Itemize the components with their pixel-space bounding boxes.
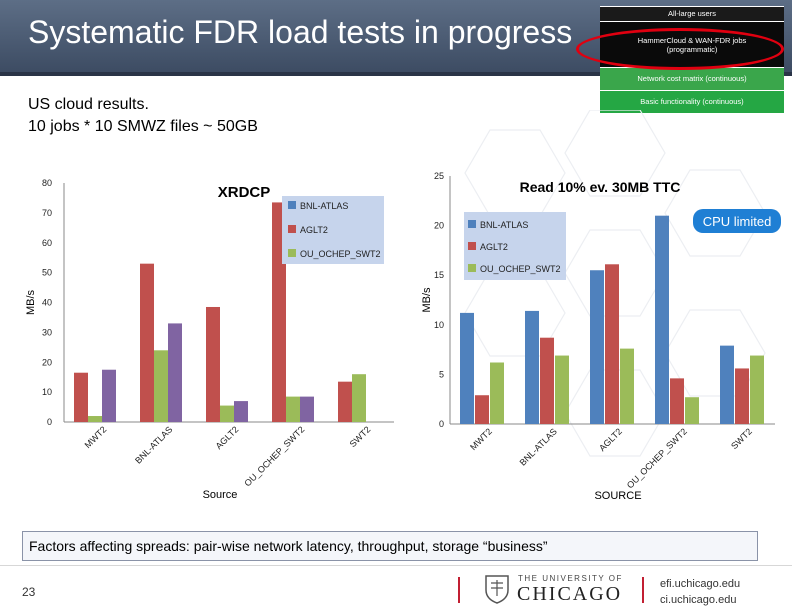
legend-swatch bbox=[468, 242, 476, 250]
factors-text: Factors affecting spreads: pair-wise net… bbox=[29, 538, 548, 554]
footer-urls: efi.uchicago.edu ci.uchicago.edu bbox=[660, 576, 740, 608]
bar-bnl-atlas-s2 bbox=[555, 355, 569, 424]
bar-aglt2-s3 bbox=[234, 401, 248, 422]
bar-mwt2-s2 bbox=[490, 362, 504, 424]
bar-aglt2-s1 bbox=[206, 306, 220, 422]
bar-aglt2-s1 bbox=[605, 264, 619, 424]
chart-read-ttc: 0 5 10 15 20 25 MB/s Read 10% ev. 30MB TTC MWT2 B… bbox=[421, 171, 781, 502]
y-tick-label: 5 bbox=[439, 369, 444, 379]
bar-swt2-s2 bbox=[750, 355, 764, 424]
y-tick-label: 40 bbox=[42, 298, 52, 308]
x-tick-label: MWT2 bbox=[468, 426, 494, 452]
y-tick-label: 25 bbox=[434, 171, 444, 181]
bar-mwt2-s2 bbox=[88, 416, 102, 422]
y-tick-label: 0 bbox=[439, 419, 444, 429]
legend-swatch bbox=[468, 220, 476, 228]
factors-text-box: Factors affecting spreads: pair-wise net… bbox=[22, 531, 758, 561]
legend-swatch bbox=[288, 225, 296, 233]
x-tick-label: AGLT2 bbox=[597, 426, 624, 453]
legend-swatch bbox=[468, 264, 476, 272]
university-crest-icon bbox=[485, 575, 509, 604]
x-tick-label: AGLT2 bbox=[214, 424, 241, 451]
legend-swatch bbox=[288, 201, 296, 209]
footer-divider-right bbox=[642, 577, 644, 603]
y-tick-label: 0 bbox=[47, 417, 52, 427]
bar-aglt2-s2 bbox=[220, 405, 234, 422]
y-tick-label: 80 bbox=[42, 178, 52, 188]
legend-label: AGLT2 bbox=[300, 225, 328, 235]
bar-aglt2-s0 bbox=[590, 270, 604, 424]
y-tick-label: 30 bbox=[42, 327, 52, 337]
pyramid-network-label: Network cost matrix (continuous) bbox=[600, 67, 784, 90]
bar-ou_ochep_swt2-s0 bbox=[655, 215, 669, 424]
footer-divider-left bbox=[458, 577, 460, 603]
subtitle-line-2: 10 jobs * 10 SMWZ files ~ 50GB bbox=[28, 118, 258, 135]
footer-url-ci: ci.uchicago.edu bbox=[660, 594, 737, 606]
university-name-line-1: THE UNIVERSITY OF bbox=[518, 574, 623, 583]
y-tick-label: 15 bbox=[434, 270, 444, 280]
bar-aglt2-s2 bbox=[620, 348, 634, 424]
subtitle: US cloud results. 10 jobs * 10 SMWZ file… bbox=[28, 94, 258, 138]
bar-bnl-atlas-s1 bbox=[540, 337, 554, 424]
bar-mwt2-s3 bbox=[102, 369, 116, 422]
cpu-limited-callout bbox=[693, 209, 781, 233]
highlight-ellipse bbox=[576, 28, 784, 70]
x-tick-label: BNL-ATLAS bbox=[518, 426, 559, 467]
bar-ou_ochep_swt2-s3 bbox=[300, 396, 314, 422]
legend-label: BNL-ATLAS bbox=[480, 220, 528, 230]
bar-bnl-atlas-s0 bbox=[525, 310, 539, 424]
x-tick-label: OU_OCHEP_SWT2 bbox=[625, 426, 689, 490]
x-tick-label: MWT2 bbox=[83, 424, 109, 450]
footer bbox=[0, 565, 792, 613]
x-axis-title: Source bbox=[203, 489, 238, 501]
bar-mwt2-s1 bbox=[74, 372, 88, 422]
footer-url-efi: efi.uchicago.edu bbox=[660, 578, 741, 590]
legend-label: BNL-ATLAS bbox=[300, 201, 348, 211]
legend-swatch bbox=[288, 249, 296, 257]
bar-swt2-s1 bbox=[735, 368, 749, 424]
bar-bnl-atlas-s3 bbox=[168, 323, 182, 422]
university-name-line-2: CHICAGO bbox=[517, 583, 623, 605]
y-tick-label: 20 bbox=[434, 221, 444, 231]
bar-mwt2-s0 bbox=[460, 312, 474, 424]
y-tick-label: 10 bbox=[42, 387, 52, 397]
legend-label: AGLT2 bbox=[480, 242, 508, 252]
chart-xrdcp: 0 10 20 30 40 50 60 70 80 MB/s XRDCP MWT2 BNL-ATLAS A… bbox=[25, 178, 394, 501]
x-axis-title: SOURCE bbox=[594, 490, 641, 502]
y-tick-label: 50 bbox=[42, 268, 52, 278]
slide-number: 23 bbox=[22, 585, 36, 599]
bar-swt2-s0 bbox=[720, 345, 734, 424]
bar-bnl-atlas-s1 bbox=[140, 263, 154, 422]
bar-ou_ochep_swt2-s2 bbox=[286, 396, 300, 422]
x-tick-label: SWT2 bbox=[348, 424, 373, 449]
bar-ou_ochep_swt2-s2 bbox=[685, 397, 699, 424]
subtitle-line-1: US cloud results. bbox=[28, 96, 149, 113]
chart-title: XRDCP bbox=[218, 184, 271, 201]
legend-box bbox=[282, 196, 384, 264]
bar-bnl-atlas-s2 bbox=[154, 350, 168, 422]
pyramid-basic-label: Basic functionality (continuous) bbox=[600, 90, 784, 113]
y-axis-title: MB/s bbox=[25, 289, 37, 315]
bar-swt2-s2 bbox=[352, 374, 366, 422]
x-tick-label: SWT2 bbox=[729, 426, 754, 451]
legend-label: OU_OCHEP_SWT2 bbox=[300, 249, 381, 259]
x-tick-label: BNL-ATLAS bbox=[133, 424, 174, 465]
x-tick-label: OU_OCHEP_SWT2 bbox=[242, 424, 306, 488]
slide-title: Systematic FDR load tests in progress bbox=[28, 14, 573, 50]
bar-mwt2-s1 bbox=[475, 395, 489, 424]
chart-title: Read 10% ev. 30MB TTC bbox=[520, 179, 681, 195]
pyramid-top-label: All-large users bbox=[600, 6, 784, 21]
legend-label: OU_OCHEP_SWT2 bbox=[480, 264, 561, 274]
y-tick-label: 60 bbox=[42, 238, 52, 248]
y-tick-label: 10 bbox=[434, 320, 444, 330]
title-bar-underline bbox=[0, 72, 792, 76]
test-pyramid: All-large users HammerCloud & WAN-FDR jo… bbox=[600, 6, 784, 113]
y-axis-title: MB/s bbox=[421, 287, 433, 313]
cpu-limited-label: CPU limited bbox=[703, 214, 772, 229]
y-tick-label: 20 bbox=[42, 357, 52, 367]
y-tick-label: 70 bbox=[42, 208, 52, 218]
legend-box bbox=[464, 212, 566, 280]
bar-swt2-s1 bbox=[338, 381, 352, 422]
bar-ou_ochep_swt2-s1 bbox=[670, 378, 684, 424]
